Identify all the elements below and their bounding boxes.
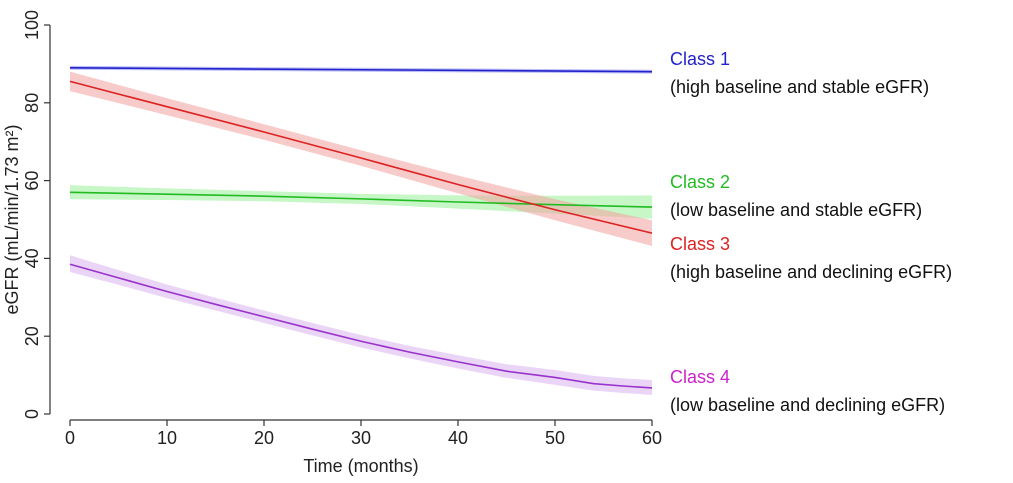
x-tick-label: 50: [545, 428, 565, 448]
y-tick-label: 60: [22, 171, 42, 191]
y-axis-title: eGFR (mL/min/1.73 m²): [2, 124, 22, 314]
legend-label-class-3: Class 3: [670, 234, 730, 254]
x-tick-label: 60: [642, 428, 662, 448]
y-tick-label: 100: [22, 10, 42, 40]
y-tick-label: 80: [22, 93, 42, 113]
x-tick-label: 0: [65, 428, 75, 448]
confidence-band-class-2: [70, 185, 652, 219]
series-line-class-2: [69, 191, 653, 208]
x-ticks: 0 10 20 30 40 50 60: [65, 420, 662, 448]
y-ticks: 0 20 40 60 80 100: [22, 10, 50, 419]
legend: Class 1 (high baseline and stable eGFR) Cl…: [670, 49, 952, 415]
legend-label-class-2: Class 2: [670, 172, 730, 192]
series-lines: [69, 66, 653, 389]
x-tick-label: 20: [254, 428, 274, 448]
y-tick-label: 0: [22, 409, 42, 419]
legend-label-class-1: Class 1: [670, 49, 730, 69]
legend-label-class-4: Class 4: [670, 367, 730, 387]
y-tick-label: 20: [22, 326, 42, 346]
confidence-band-class-4: [70, 255, 652, 395]
axes: [49, 25, 652, 421]
series-line-class-4: [69, 263, 653, 389]
series-line-class-1: [69, 66, 653, 73]
legend-description-class-2: (low baseline and stable eGFR): [670, 200, 922, 220]
x-tick-label: 30: [351, 428, 371, 448]
x-tick-label: 10: [157, 428, 177, 448]
y-tick-label: 40: [22, 248, 42, 268]
x-tick-label: 40: [448, 428, 468, 448]
x-axis-title: Time (months): [303, 456, 418, 476]
confidence-bands: [70, 65, 652, 395]
legend-description-class-1: (high baseline and stable eGFR): [670, 77, 929, 97]
series-line-class-3: [69, 80, 653, 234]
legend-description-class-3: (high baseline and declining eGFR): [670, 262, 952, 282]
legend-description-class-4: (low baseline and declining eGFR): [670, 395, 945, 415]
